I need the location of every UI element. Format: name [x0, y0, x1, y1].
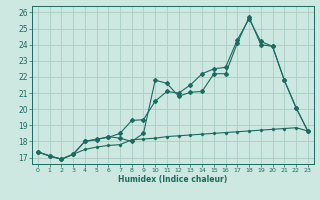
- X-axis label: Humidex (Indice chaleur): Humidex (Indice chaleur): [118, 175, 228, 184]
